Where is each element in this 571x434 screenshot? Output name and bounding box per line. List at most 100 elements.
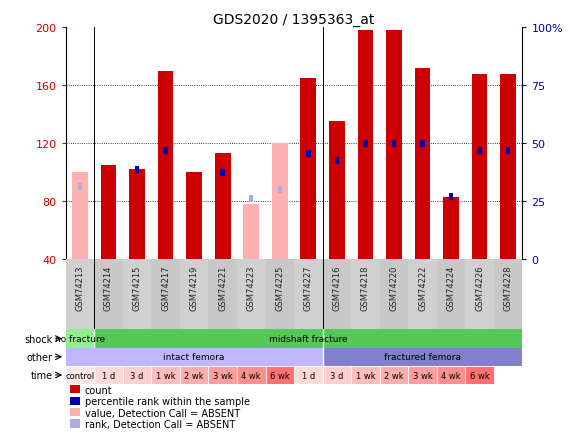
Bar xyxy=(70,408,81,416)
Bar xyxy=(323,260,351,330)
Bar xyxy=(437,366,465,384)
Text: 3 d: 3 d xyxy=(330,371,344,380)
Bar xyxy=(392,140,396,148)
Bar xyxy=(66,366,94,384)
Text: shock: shock xyxy=(25,334,53,344)
Bar xyxy=(100,165,116,260)
Text: GSM74226: GSM74226 xyxy=(475,265,484,310)
Text: 4 wk: 4 wk xyxy=(441,371,461,380)
Bar xyxy=(66,260,94,330)
Bar xyxy=(506,148,510,155)
Bar xyxy=(278,187,282,194)
Bar xyxy=(94,366,123,384)
Bar xyxy=(472,75,488,260)
Text: 2 wk: 2 wk xyxy=(184,371,204,380)
Bar xyxy=(306,150,311,158)
Bar xyxy=(415,69,431,260)
Text: GSM74217: GSM74217 xyxy=(161,265,170,310)
Text: time: time xyxy=(31,370,53,380)
Text: GSM74228: GSM74228 xyxy=(504,265,513,310)
Text: fractured femora: fractured femora xyxy=(384,352,461,362)
Text: GSM74220: GSM74220 xyxy=(389,265,399,310)
Text: GSM74227: GSM74227 xyxy=(304,265,313,310)
Text: intact femora: intact femora xyxy=(163,352,225,362)
Text: GSM74224: GSM74224 xyxy=(447,265,456,310)
Bar xyxy=(443,197,459,260)
Text: GSM74216: GSM74216 xyxy=(332,265,341,310)
Bar xyxy=(70,419,81,427)
Text: 1 d: 1 d xyxy=(102,371,115,380)
Text: 3 wk: 3 wk xyxy=(413,371,432,380)
Text: 2 wk: 2 wk xyxy=(384,371,404,380)
Bar xyxy=(294,366,323,384)
Bar xyxy=(363,140,368,148)
Text: control: control xyxy=(65,371,95,380)
Bar xyxy=(335,158,339,165)
Text: value, Detection Call = ABSENT: value, Detection Call = ABSENT xyxy=(85,408,240,418)
Bar xyxy=(465,366,494,384)
Bar xyxy=(408,260,437,330)
Bar xyxy=(408,366,437,384)
Bar xyxy=(300,79,316,260)
Text: 6 wk: 6 wk xyxy=(270,371,289,380)
Bar xyxy=(70,385,81,394)
Bar xyxy=(329,122,345,260)
Text: GSM74215: GSM74215 xyxy=(132,265,142,310)
Bar xyxy=(266,260,294,330)
Bar xyxy=(243,204,259,260)
Bar xyxy=(494,260,522,330)
Bar xyxy=(249,195,254,202)
Bar xyxy=(72,173,88,260)
Bar xyxy=(66,348,323,366)
Bar xyxy=(163,148,168,155)
Text: 1 d: 1 d xyxy=(301,371,315,380)
Text: GSM74214: GSM74214 xyxy=(104,265,113,310)
Bar xyxy=(123,260,151,330)
Text: GSM74213: GSM74213 xyxy=(75,265,85,310)
Text: GSM74225: GSM74225 xyxy=(275,265,284,310)
Bar xyxy=(357,31,373,260)
Bar xyxy=(386,31,402,260)
Bar xyxy=(237,366,266,384)
Bar xyxy=(465,260,494,330)
Bar xyxy=(186,173,202,260)
Bar xyxy=(437,260,465,330)
Text: count: count xyxy=(85,385,112,395)
Bar xyxy=(449,194,453,201)
Text: GSM74222: GSM74222 xyxy=(418,265,427,310)
Bar xyxy=(420,140,425,148)
Bar xyxy=(208,260,237,330)
Text: 1 wk: 1 wk xyxy=(356,371,375,380)
Text: other: other xyxy=(27,352,53,362)
Bar xyxy=(70,397,81,405)
Bar xyxy=(151,260,180,330)
Bar xyxy=(129,170,145,260)
Bar xyxy=(351,260,380,330)
Text: rank, Detection Call = ABSENT: rank, Detection Call = ABSENT xyxy=(85,419,235,429)
Bar xyxy=(380,260,408,330)
Bar xyxy=(78,184,82,191)
Text: percentile rank within the sample: percentile rank within the sample xyxy=(85,396,250,406)
Title: GDS2020 / 1395363_at: GDS2020 / 1395363_at xyxy=(214,13,375,27)
Bar xyxy=(208,366,237,384)
Bar xyxy=(294,260,323,330)
Bar xyxy=(323,366,351,384)
Bar xyxy=(351,366,380,384)
Bar xyxy=(180,260,208,330)
Text: 3 wk: 3 wk xyxy=(213,371,232,380)
Text: 1 wk: 1 wk xyxy=(156,371,175,380)
Bar xyxy=(94,260,123,330)
Text: midshaft fracture: midshaft fracture xyxy=(269,334,348,343)
Text: 4 wk: 4 wk xyxy=(242,371,261,380)
Text: 6 wk: 6 wk xyxy=(470,371,489,380)
Text: GSM74219: GSM74219 xyxy=(190,265,199,310)
Text: GSM74221: GSM74221 xyxy=(218,265,227,310)
Bar xyxy=(323,348,522,366)
Bar xyxy=(123,366,151,384)
Bar xyxy=(237,260,266,330)
Bar xyxy=(215,154,231,260)
Bar xyxy=(151,366,180,384)
Bar xyxy=(66,330,94,348)
Bar xyxy=(272,144,288,260)
Bar xyxy=(500,75,516,260)
